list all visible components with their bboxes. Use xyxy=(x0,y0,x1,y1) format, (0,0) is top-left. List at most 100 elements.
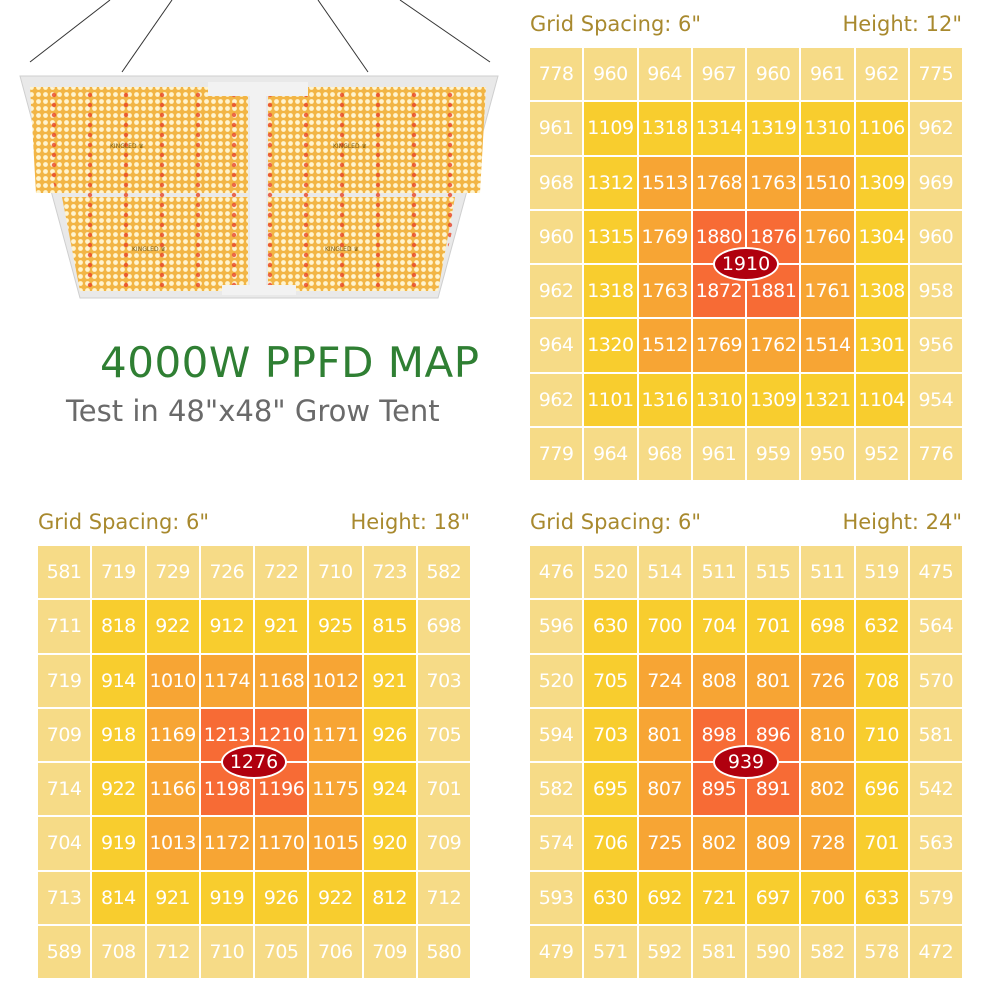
heatmap-cell: 1198 xyxy=(200,763,253,816)
heatmap-cell: 725 xyxy=(638,817,691,870)
heatmap-cell: 589 xyxy=(38,925,91,978)
heatmap-cell: 574 xyxy=(530,817,583,870)
heatmap-cell: 961 xyxy=(801,48,854,101)
heatmap-cell: 719 xyxy=(38,654,91,707)
heatmap-cell: 964 xyxy=(584,427,637,480)
heatmap-cell: 969 xyxy=(909,156,962,209)
heatmap-cell: 1513 xyxy=(638,156,691,209)
heatmap-cell: 700 xyxy=(638,600,691,653)
heatmap-cell: 476 xyxy=(530,546,583,599)
heatmap-cell: 1172 xyxy=(200,817,253,870)
svg-text:KINGLED ♛: KINGLED ♛ xyxy=(325,246,359,253)
heatmap-cell: 704 xyxy=(692,600,745,653)
heatmap-cell: 778 xyxy=(530,48,583,101)
heatmap-cell: 818 xyxy=(92,600,145,653)
heatmap-cell: 726 xyxy=(801,654,854,707)
heatmap-cell: 922 xyxy=(92,763,145,816)
heatmap-cell: 922 xyxy=(309,871,362,924)
heatmap-cell: 1168 xyxy=(255,654,308,707)
page-subtitle: Test in 48"x48" Grow Tent xyxy=(66,394,440,428)
heatmap-cell: 1761 xyxy=(801,265,854,318)
heatmap-cell: 697 xyxy=(747,871,800,924)
height-label: Height: 12" xyxy=(842,12,962,36)
heatmap-cell: 922 xyxy=(146,600,199,653)
heatmap-cell: 959 xyxy=(747,427,800,480)
heatmap-cell: 926 xyxy=(363,708,416,761)
heatmap-cell: 956 xyxy=(909,319,962,372)
heatmap-cell: 1104 xyxy=(855,373,908,426)
ppfd-grid: 778 960 964 967 960 961 962 775 961 1109 1318 1314 1… xyxy=(530,48,962,480)
heatmap-cell: 1170 xyxy=(255,817,308,870)
heatmap-cell: 472 xyxy=(909,925,962,978)
heatmap-cell: 1514 xyxy=(801,319,854,372)
heatmap-cell: 960 xyxy=(584,48,637,101)
grid-spacing-label: Grid Spacing: 6" xyxy=(530,12,702,36)
heatmap-cell: 812 xyxy=(363,871,416,924)
heatmap-cell: 724 xyxy=(638,654,691,707)
heatmap-cell: 801 xyxy=(747,654,800,707)
heatmap-cell: 1318 xyxy=(584,265,637,318)
heatmap-cell: 1308 xyxy=(855,265,908,318)
heatmap-cell: 960 xyxy=(530,210,583,263)
heatmap-cell: 962 xyxy=(530,265,583,318)
heatmap-cell: 1171 xyxy=(309,708,362,761)
heatmap-cell: 563 xyxy=(909,817,962,870)
heatmap-cell: 721 xyxy=(692,871,745,924)
heatmap-cell: 511 xyxy=(692,546,745,599)
heatmap-cell: 958 xyxy=(909,265,962,318)
heatmap-cell: 564 xyxy=(909,600,962,653)
heatmap-cell: 705 xyxy=(584,654,637,707)
heatmap-cell: 709 xyxy=(417,817,470,870)
heatmap-cell: 698 xyxy=(801,600,854,653)
heatmap-cell: 968 xyxy=(530,156,583,209)
heatmap-cell: 921 xyxy=(255,600,308,653)
heatmap-cell: 695 xyxy=(584,763,637,816)
heatmap-cell: 1763 xyxy=(747,156,800,209)
heatmap-cell: 696 xyxy=(855,763,908,816)
heatmap-cell: 709 xyxy=(363,925,416,978)
heatmap-cell: 808 xyxy=(692,654,745,707)
heatmap-cell: 704 xyxy=(38,817,91,870)
heatmap-cell: 706 xyxy=(584,817,637,870)
heatmap-cell: 950 xyxy=(801,427,854,480)
heatmap-cell: 960 xyxy=(909,210,962,263)
heatmap-cell: 713 xyxy=(38,871,91,924)
heatmap-cell: 962 xyxy=(530,373,583,426)
heatmap-cell: 1166 xyxy=(146,763,199,816)
heatmap-cell: 814 xyxy=(92,871,145,924)
heatmap-cell: 579 xyxy=(909,871,962,924)
heatmap-cell: 1510 xyxy=(801,156,854,209)
heatmap-cell: 479 xyxy=(530,925,583,978)
heatmap-cell: 1314 xyxy=(692,102,745,155)
heatmap-cell: 703 xyxy=(584,708,637,761)
heatmap-cell: 1169 xyxy=(146,708,199,761)
heatmap-cell: 964 xyxy=(530,319,583,372)
height-label: Height: 18" xyxy=(350,510,470,534)
heatmap-cell: 714 xyxy=(38,763,91,816)
heatmap-cell: 520 xyxy=(530,654,583,707)
heatmap-cell: 1304 xyxy=(855,210,908,263)
heatmap-cell: 705 xyxy=(417,708,470,761)
heatmap-cell: 578 xyxy=(855,925,908,978)
heatmap-cell: 592 xyxy=(638,925,691,978)
heatmap-cell: 1310 xyxy=(692,373,745,426)
heatmap-cell: 1312 xyxy=(584,156,637,209)
heatmap-cell: 723 xyxy=(363,546,416,599)
heatmap-cell: 1763 xyxy=(638,265,691,318)
heatmap-cell: 1321 xyxy=(801,373,854,426)
heatmap-cell: 776 xyxy=(909,427,962,480)
heatmap-cell: 1316 xyxy=(638,373,691,426)
heatmap-cell: 810 xyxy=(801,708,854,761)
heatmap-cell: 712 xyxy=(146,925,199,978)
heatmap-cell: 954 xyxy=(909,373,962,426)
heatmap-cell: 921 xyxy=(146,871,199,924)
heatmap-cell: 582 xyxy=(801,925,854,978)
grid-spacing-label: Grid Spacing: 6" xyxy=(530,510,702,534)
heatmap-cell: 964 xyxy=(638,48,691,101)
heatmap-cell: 809 xyxy=(747,817,800,870)
heatmap-cell: 1760 xyxy=(801,210,854,263)
heatmap-cell: 630 xyxy=(584,871,637,924)
heatmap-cell: 593 xyxy=(530,871,583,924)
heatmap-cell: 1762 xyxy=(747,319,800,372)
heatmap-cell: 912 xyxy=(200,600,253,653)
